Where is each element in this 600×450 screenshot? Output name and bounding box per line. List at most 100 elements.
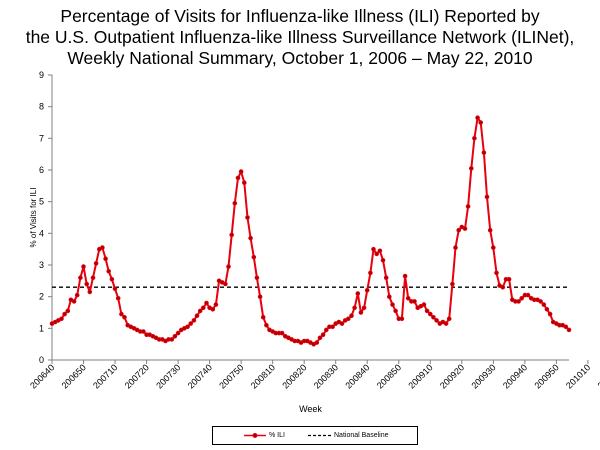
ili-point: [465, 204, 471, 209]
legend-label-baseline: National Baseline: [334, 432, 389, 439]
ili-point: [201, 305, 206, 311]
ili-point: [566, 327, 572, 333]
ili-point: [405, 295, 411, 301]
ili-point: [112, 286, 118, 292]
ili-point: [538, 299, 543, 304]
ili-point: [62, 311, 67, 317]
ili-point: [213, 302, 219, 307]
x-tick-label: 200650: [60, 362, 88, 390]
ili-point: [260, 314, 266, 320]
legend-label-ili: % ILI: [269, 432, 285, 439]
legend: % ILI National Baseline: [212, 426, 418, 445]
ili-point: [547, 311, 553, 317]
x-tick-label: 200740: [186, 362, 214, 390]
y-tick-label: 6: [39, 165, 44, 175]
ili-point: [257, 294, 263, 300]
ili-point: [204, 300, 209, 306]
ili-point: [453, 245, 458, 250]
ili-point: [358, 310, 364, 315]
x-tick-label: 200750: [217, 362, 245, 390]
ili-point: [320, 332, 326, 338]
ili-point: [84, 281, 89, 287]
ili-point: [185, 324, 190, 330]
ili-point: [481, 150, 487, 155]
ili-point: [169, 337, 175, 342]
ili-point: [468, 166, 474, 171]
ili-point: [188, 321, 194, 326]
ili-point: [431, 314, 436, 320]
legend-swatch-baseline: [308, 434, 331, 437]
ili-point: [494, 270, 499, 276]
ili-point: [115, 295, 121, 301]
ili-point: [472, 136, 477, 141]
ili-point: [421, 302, 427, 307]
ili-point: [245, 215, 250, 220]
ili-point: [100, 245, 105, 250]
ili-point: [74, 292, 80, 298]
ili-point: [349, 313, 354, 319]
ili-point: [525, 292, 531, 298]
ili-point: [172, 333, 178, 339]
x-tick-label: 200940: [501, 362, 529, 390]
x-tick-label: 201020: [596, 362, 600, 390]
ili-point: [175, 330, 181, 336]
x-tick-label: 200840: [343, 362, 371, 390]
ili-point: [427, 311, 433, 317]
ili-point: [251, 254, 257, 260]
ili-point: [393, 308, 398, 314]
ili-point: [65, 308, 71, 314]
chart-title-line-3: Weekly National Summary, October 1, 2006…: [67, 48, 533, 68]
ili-point: [106, 268, 111, 274]
x-tick-label: 200830: [312, 362, 340, 390]
ili-point: [374, 251, 380, 257]
ili-point: [197, 308, 203, 314]
ili-point: [450, 281, 455, 287]
legend-swatch-ili: [244, 433, 266, 438]
x-tick-label: 200920: [438, 362, 466, 390]
ili-point: [59, 316, 64, 322]
ili-point: [361, 305, 367, 311]
ili-point: [352, 305, 357, 311]
ili-point: [516, 299, 521, 304]
y-axis-label: % of Visits for ILI: [29, 188, 38, 248]
ili-point: [103, 256, 108, 262]
ili-point: [279, 330, 285, 336]
x-tick-label: 201010: [564, 362, 592, 390]
ili-point: [191, 318, 197, 323]
ili-point: [210, 306, 216, 312]
ili-point: [248, 235, 253, 241]
ili-point: [484, 194, 490, 200]
ili-point: [377, 248, 383, 254]
x-tick-label: 200710: [91, 362, 119, 390]
y-tick-label: 5: [39, 197, 44, 207]
ili-point: [90, 275, 96, 281]
ili-point: [541, 302, 547, 307]
ili-point: [390, 302, 395, 307]
ili-point: [462, 226, 468, 231]
ili-point: [141, 329, 146, 334]
ili-point: [399, 316, 405, 322]
x-tick-label: 200810: [249, 362, 277, 390]
x-tick-label: 200910: [406, 362, 434, 390]
chart-title-line-2: the U.S. Outpatient Influenza-like Illne…: [25, 27, 575, 47]
x-tick-label: 200720: [123, 362, 151, 390]
ili-point: [71, 299, 77, 304]
ili-point: [81, 264, 86, 269]
ili-point: [475, 115, 480, 120]
y-tick-label: 3: [39, 260, 44, 270]
ili-point: [446, 316, 452, 322]
y-tick-label: 4: [39, 228, 44, 238]
ili-point: [330, 324, 335, 330]
ili-point: [339, 321, 345, 326]
x-axis-label: Week: [299, 404, 322, 414]
ili-point: [323, 327, 329, 333]
ili-point: [119, 311, 124, 317]
ili-point: [122, 314, 127, 320]
ili-point: [238, 169, 244, 174]
ili-point: [434, 318, 439, 323]
ili-point: [371, 246, 376, 252]
y-tick-label: 0: [39, 355, 44, 365]
ili-point: [78, 275, 83, 281]
